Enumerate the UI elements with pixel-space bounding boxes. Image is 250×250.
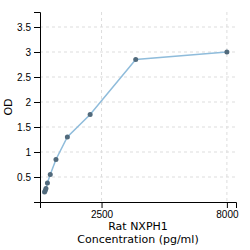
x-axis: 2500 8000 [41,202,239,220]
point [53,157,58,162]
grid-line [40,152,236,153]
y-axis: 0.5 1 1.5 2 2.5 3 3.5 [17,13,40,203]
y-tick-label: 3.5 [17,22,31,33]
y-tick: 3.5 [17,22,40,33]
grid-line [101,12,102,202]
chart: 2500 8000 0.5 1 1.5 2 2.5 3 3.5 Rat NXPH1Concentr… [0,0,250,250]
x-axis-title: Concentration (pg/ml) [77,233,198,246]
point [43,186,48,191]
y-tick-mark [34,102,40,103]
y-tick-label: 0.5 [17,172,31,183]
y-tick-label: 2.5 [17,72,31,83]
y-tick: 1.5 [17,122,40,133]
x-axis-title: Rat NXPH1 [108,220,168,233]
y-tick: 2 [25,97,40,108]
plot: 2500 8000 0.5 1 1.5 2 2.5 3 3.5 [17,12,239,220]
y-tick-label: 3 [25,47,31,58]
point [48,172,53,177]
grid-line [40,52,236,53]
point [133,57,138,62]
grid-line [226,12,227,202]
y-tick-mark [34,152,40,153]
line [45,52,227,192]
x-tick-label: 2500 [91,209,114,220]
grid-line [40,27,236,28]
y-tick-label: 1 [25,147,31,158]
y-axis-title: OD [2,98,15,115]
x-tick: 2500 [91,202,114,220]
x-tick-mark [102,202,103,208]
y-tick-mark [34,52,40,53]
point [224,50,229,55]
series [42,50,229,195]
x-axis-line [41,203,237,209]
grid-line [40,77,236,78]
grid-line [40,127,236,128]
grid-line [40,177,236,178]
y-axis-line [34,13,41,203]
y-tick-label: 1.5 [17,122,31,133]
y-tick-mark [34,127,40,128]
x-tick-mark [227,202,228,208]
x-tick-label: 8000 [216,209,239,220]
y-tick: 3 [25,47,40,58]
point [88,112,93,117]
y-tick-mark [34,77,40,78]
point [65,135,70,140]
x-tick: 8000 [216,202,239,220]
y-tick-mark [34,177,40,178]
y-tick: 2.5 [17,72,40,83]
y-tick-mark [34,27,40,28]
y-tick-label: 2 [25,97,31,108]
grid-line [40,102,236,103]
y-tick: 0.5 [17,172,40,183]
y-tick: 1 [25,147,40,158]
grid [40,12,236,202]
point [45,181,50,186]
